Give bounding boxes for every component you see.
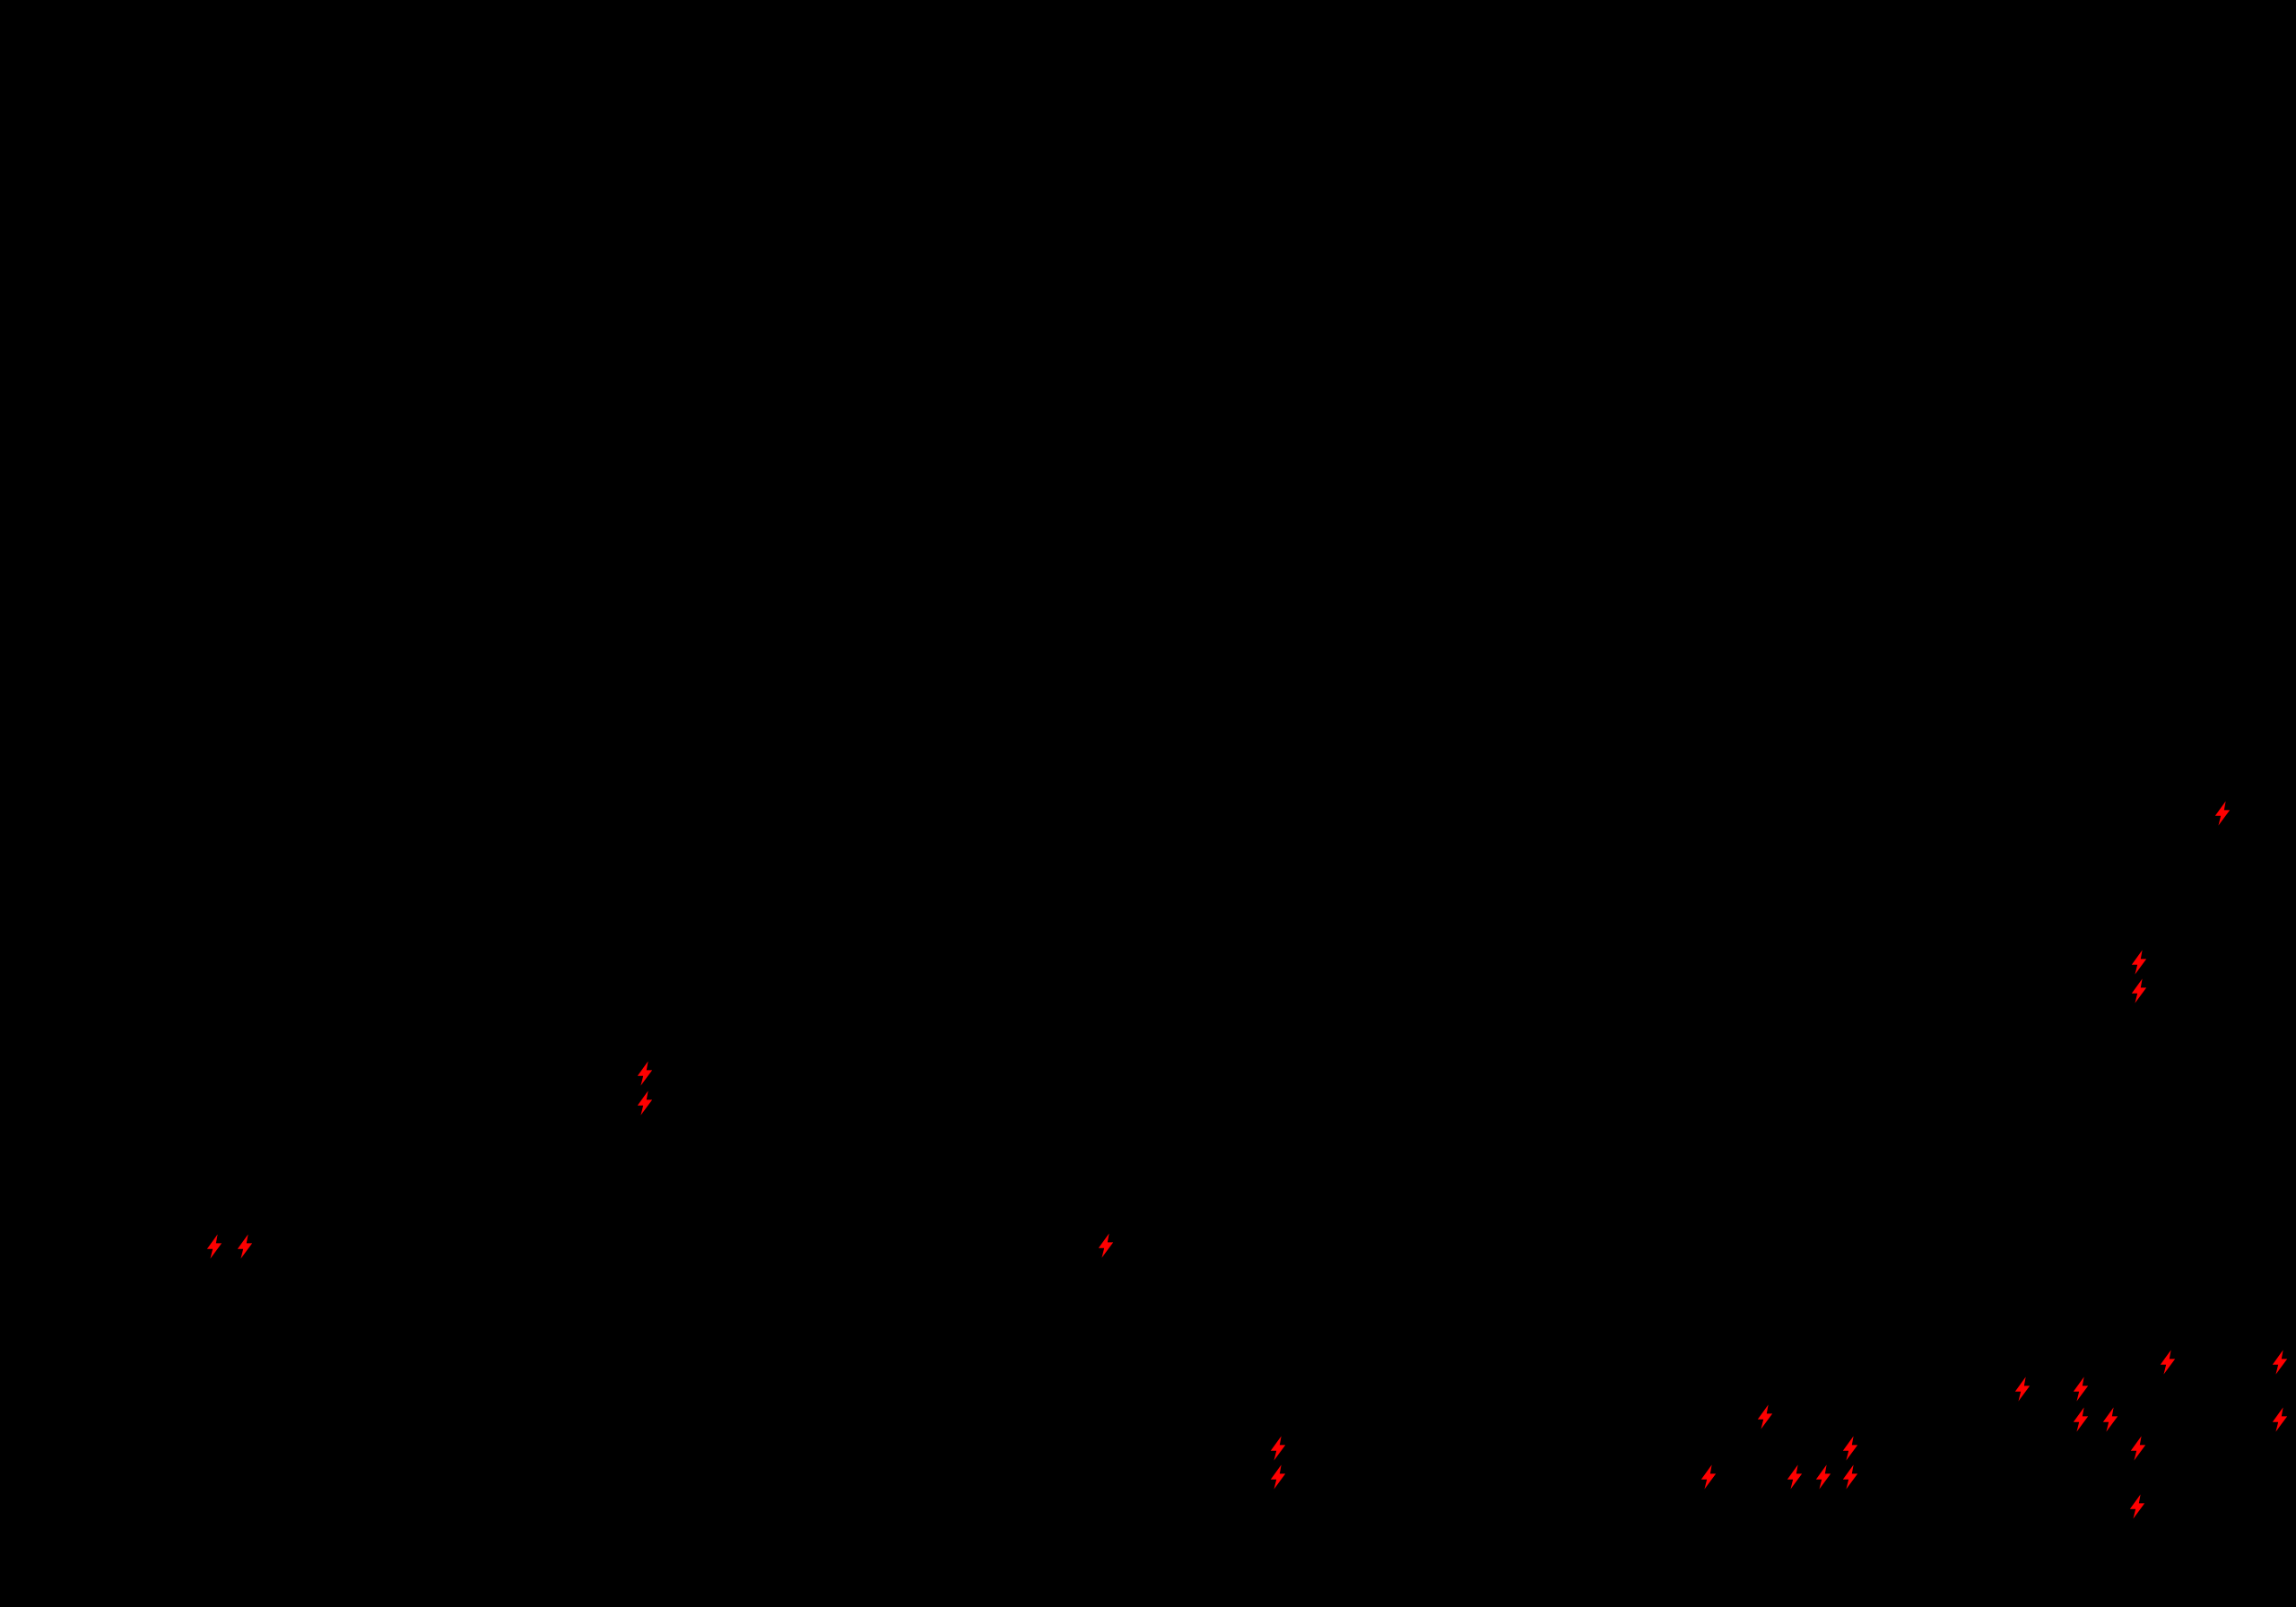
lightning-bolt-icon	[2072, 1376, 2090, 1403]
lightning-bolt-shape	[1270, 1464, 1286, 1490]
lightning-bolt-icon	[236, 1233, 254, 1260]
lightning-bolt-icon	[2271, 1406, 2289, 1433]
lightning-bolt-icon	[1269, 1464, 1287, 1490]
lightning-bolt-shape	[1842, 1436, 1858, 1461]
lightning-bolt-icon	[2159, 1349, 2177, 1376]
lightning-bolt-icon	[636, 1090, 654, 1116]
lightning-bolt-shape	[2073, 1377, 2089, 1402]
lightning-bolt-shape	[1700, 1464, 1717, 1490]
lightning-bolt-shape	[637, 1061, 653, 1086]
lightning-bolt-shape	[2131, 978, 2147, 1003]
lightning-bolt-shape	[2073, 1407, 2089, 1432]
lightning-bolt-icon	[636, 1060, 654, 1087]
lightning-bolt-icon	[2213, 800, 2231, 827]
lightning-bolt-shape	[1270, 1436, 1286, 1461]
lightning-bolt-shape	[2272, 1350, 2288, 1375]
lightning-bolt-shape	[2130, 1436, 2146, 1461]
lightning-bolt-shape	[1787, 1464, 1803, 1490]
lightning-bolt-icon	[2072, 1406, 2090, 1433]
lightning-bolt-shape	[1757, 1404, 1773, 1429]
lightning-bolt-icon	[2128, 1493, 2146, 1520]
lightning-bolt-icon	[1700, 1464, 1718, 1490]
lightning-bolt-shape	[206, 1234, 222, 1259]
lightning-bolt-icon	[1269, 1435, 1287, 1462]
lightning-bolt-icon	[2130, 949, 2148, 976]
lightning-bolt-icon	[2129, 1435, 2147, 1462]
lightning-bolt-icon	[1814, 1464, 1832, 1490]
lightning-bolt-icon	[2271, 1349, 2289, 1376]
lightning-bolt-icon	[2130, 977, 2148, 1004]
lightning-bolt-shape	[637, 1090, 653, 1116]
lightning-bolt-shape	[2272, 1407, 2288, 1432]
lightning-bolt-shape	[1842, 1464, 1858, 1490]
lightning-bolt-shape	[2129, 1494, 2145, 1519]
lightning-bolt-shape	[1815, 1464, 1831, 1490]
lightning-bolt-icon	[1841, 1435, 1859, 1462]
lightning-bolt-shape	[2160, 1350, 2176, 1375]
lightning-bolt-icon	[2101, 1406, 2119, 1433]
lightning-bolt-shape	[2102, 1407, 2118, 1432]
lightning-bolt-icon	[205, 1233, 223, 1260]
lightning-bolt-icon	[2013, 1376, 2031, 1403]
lightning-bolt-icon	[1756, 1403, 1774, 1430]
lightning-bolt-shape	[1098, 1233, 1114, 1258]
lightning-bolt-shape	[2014, 1377, 2031, 1402]
lightning-bolt-shape	[2214, 801, 2231, 826]
lightning-bolt-shape	[237, 1234, 253, 1259]
lightning-bolt-shape	[2131, 950, 2147, 975]
lightning-bolt-icon	[1097, 1232, 1115, 1259]
lightning-bolt-icon	[1841, 1464, 1859, 1490]
lightning-bolt-icon	[1786, 1464, 1804, 1490]
